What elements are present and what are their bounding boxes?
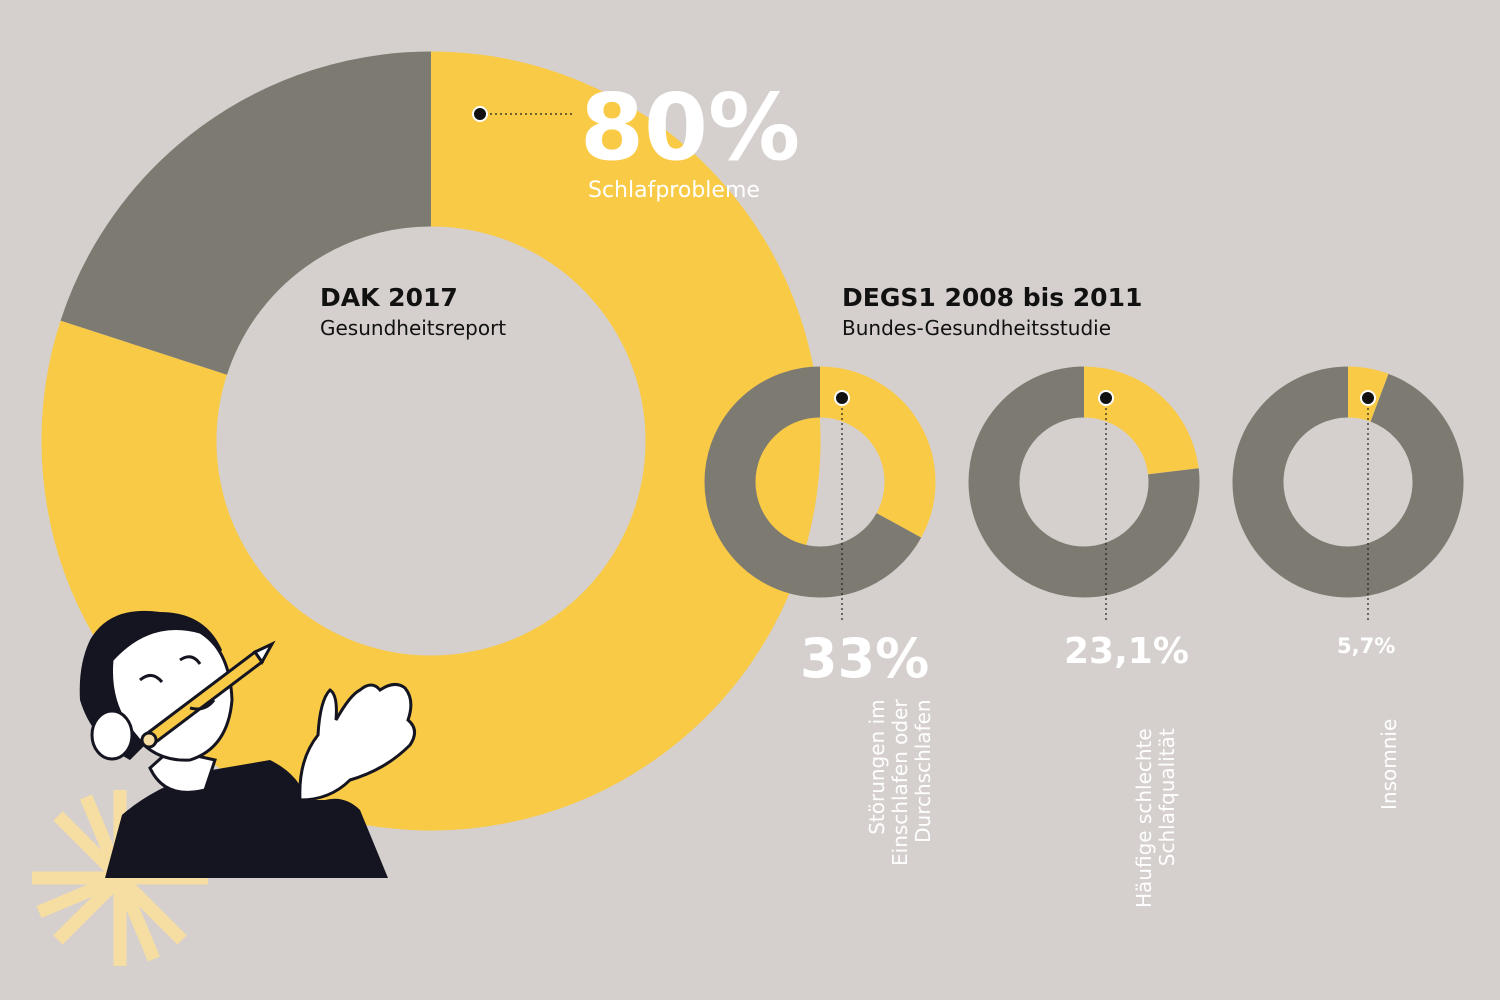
- donut-chart-insomnie: [1232, 366, 1464, 598]
- marker-dot: [1360, 390, 1376, 406]
- pencil-icon: [140, 640, 276, 749]
- small-label-2-line1: Insomnie: [1377, 718, 1401, 810]
- small-label-1-line2: Schlafqualität: [1155, 728, 1179, 867]
- eye-right: [179, 655, 202, 665]
- study-subtitle: Bundes-Gesundheitsstudie: [842, 316, 1112, 340]
- donut-slice-highlight: [1083, 366, 1199, 476]
- hand: [298, 683, 416, 802]
- small-label-2: Insomnie: [1377, 718, 1401, 810]
- callout-main: [472, 106, 572, 122]
- small-percent-2: 5,7%: [1337, 634, 1396, 658]
- small-label-0-line3: Durchschlafen: [911, 699, 935, 843]
- donut-slice-remainder: [1232, 366, 1464, 598]
- small-label-0-line1: Störungen im: [865, 699, 889, 835]
- donut-main-chart: [41, 51, 821, 831]
- small-percent-1: 23,1%: [1064, 631, 1189, 672]
- small-percent-0: 33%: [800, 627, 930, 690]
- small-label-0-line2: Einschlafen oder: [888, 699, 912, 866]
- small-label-1: Häufige schlechte Schlafqualität: [1132, 728, 1179, 908]
- small-label-1-line1: Häufige schlechte: [1132, 728, 1156, 908]
- main-source-title: DAK 2017: [320, 283, 458, 312]
- callout-small-2: [1360, 390, 1376, 622]
- neck: [148, 748, 217, 794]
- eye-left: [139, 674, 164, 684]
- donut-slice-remainder: [704, 366, 922, 598]
- marker-dot: [834, 390, 850, 406]
- donut-chart-schlafqualitaet: [968, 366, 1200, 598]
- small-label-0: Störungen im Einschlafen oder Durchschla…: [865, 699, 935, 866]
- donut-slice-highlight: [819, 366, 936, 538]
- marker-dot: [472, 106, 488, 122]
- donut-slice-highlight: [41, 51, 821, 831]
- callout-small-0: [834, 390, 850, 622]
- study-title: DEGS1 2008 bis 2011: [842, 283, 1143, 312]
- main-source-subtitle: Gesundheitsreport: [320, 316, 507, 340]
- donut-slice-remainder: [60, 51, 433, 377]
- donut-slice-remainder: [968, 366, 1200, 598]
- marker-dot: [1098, 390, 1114, 406]
- ear: [90, 709, 134, 761]
- callout-small-1: [1098, 390, 1114, 622]
- mouth: [189, 699, 216, 711]
- main-percent: 80%: [580, 74, 801, 181]
- person-illustration-icon: [79, 610, 416, 878]
- main-label: Schlafprobleme: [588, 178, 760, 203]
